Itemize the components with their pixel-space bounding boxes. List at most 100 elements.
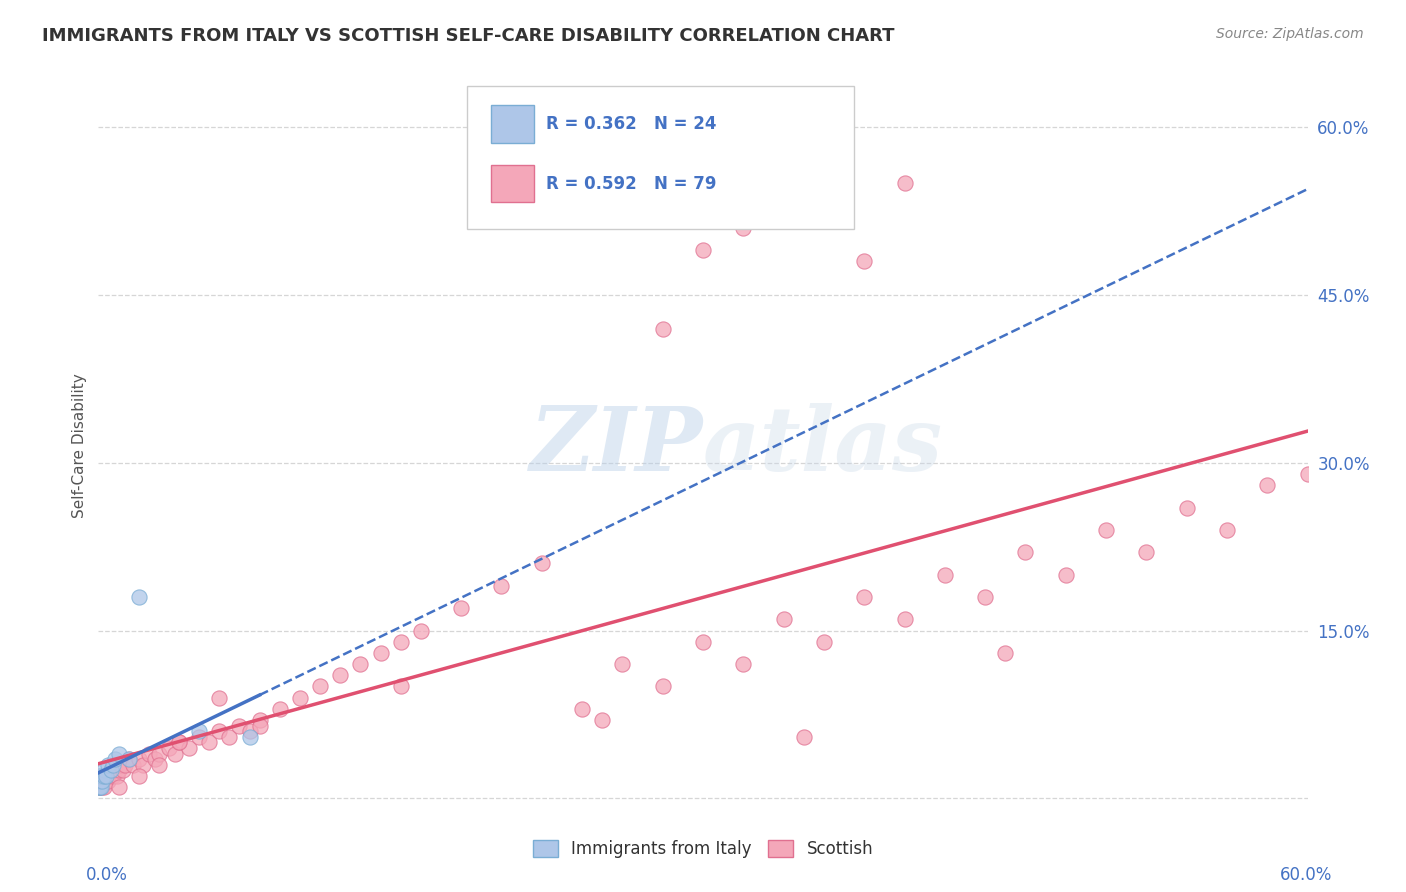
- Point: [733, 221, 755, 235]
- Point: [89, 769, 111, 783]
- Point: [163, 747, 186, 761]
- Point: [96, 769, 118, 783]
- Point: [148, 757, 170, 772]
- Text: Source: ZipAtlas.com: Source: ZipAtlas.com: [1216, 27, 1364, 41]
- Point: [107, 780, 129, 794]
- Point: [110, 757, 132, 772]
- Point: [89, 774, 111, 789]
- Point: [692, 634, 714, 648]
- Point: [105, 769, 128, 783]
- Text: atlas: atlas: [703, 403, 943, 489]
- Point: [651, 680, 673, 694]
- Point: [111, 764, 134, 778]
- Y-axis label: Self-Care Disability: Self-Care Disability: [72, 374, 87, 518]
- Text: IMMIGRANTS FROM ITALY VS SCOTTISH SELF-CARE DISABILITY CORRELATION CHART: IMMIGRANTS FROM ITALY VS SCOTTISH SELF-C…: [42, 27, 894, 45]
- FancyBboxPatch shape: [492, 165, 534, 202]
- Text: R = 0.592   N = 79: R = 0.592 N = 79: [546, 175, 716, 193]
- Point: [853, 254, 876, 268]
- Point: [87, 780, 110, 794]
- Point: [218, 730, 240, 744]
- Point: [100, 764, 122, 778]
- Point: [89, 780, 111, 794]
- Point: [128, 769, 150, 783]
- Point: [612, 657, 634, 671]
- Point: [157, 741, 180, 756]
- Point: [1135, 545, 1157, 559]
- Point: [389, 634, 412, 648]
- Point: [97, 757, 120, 772]
- Point: [167, 735, 190, 749]
- Point: [1175, 500, 1198, 515]
- Point: [733, 657, 755, 671]
- Point: [128, 590, 150, 604]
- Point: [491, 579, 513, 593]
- FancyBboxPatch shape: [492, 105, 534, 143]
- Point: [101, 757, 124, 772]
- Point: [89, 780, 111, 794]
- Text: ZIP: ZIP: [530, 403, 703, 489]
- Point: [269, 702, 291, 716]
- Point: [91, 780, 114, 794]
- Point: [239, 730, 262, 744]
- Point: [772, 612, 794, 626]
- Point: [692, 244, 714, 258]
- Point: [90, 769, 112, 783]
- Point: [409, 624, 432, 638]
- Point: [89, 769, 111, 783]
- Point: [450, 601, 472, 615]
- Point: [121, 757, 143, 772]
- Point: [96, 769, 118, 783]
- Point: [91, 769, 114, 783]
- Point: [97, 774, 120, 789]
- Legend: Immigrants from Italy, Scottish: Immigrants from Italy, Scottish: [526, 833, 880, 864]
- Point: [89, 774, 111, 789]
- Point: [91, 774, 114, 789]
- Point: [208, 724, 231, 739]
- Point: [853, 590, 876, 604]
- Point: [228, 718, 250, 732]
- Point: [91, 774, 114, 789]
- Text: R = 0.362   N = 24: R = 0.362 N = 24: [546, 115, 716, 133]
- Point: [249, 713, 271, 727]
- Point: [329, 668, 352, 682]
- Point: [118, 752, 141, 766]
- Point: [93, 769, 115, 783]
- Point: [87, 774, 110, 789]
- Point: [188, 730, 211, 744]
- Point: [103, 752, 125, 766]
- Point: [591, 713, 613, 727]
- Point: [188, 724, 211, 739]
- Point: [118, 752, 141, 766]
- Point: [114, 757, 136, 772]
- Point: [89, 769, 111, 783]
- Point: [208, 690, 231, 705]
- Point: [1014, 545, 1036, 559]
- Point: [1054, 567, 1077, 582]
- Point: [994, 646, 1017, 660]
- Point: [107, 764, 129, 778]
- Point: [813, 634, 835, 648]
- Point: [389, 680, 412, 694]
- Point: [1095, 523, 1118, 537]
- Point: [87, 774, 110, 789]
- Point: [87, 780, 110, 794]
- Point: [138, 747, 160, 761]
- Point: [89, 774, 111, 789]
- Point: [893, 612, 915, 626]
- Text: 60.0%: 60.0%: [1279, 865, 1331, 884]
- Point: [349, 657, 371, 671]
- Point: [793, 730, 815, 744]
- Point: [288, 690, 311, 705]
- Point: [143, 752, 166, 766]
- FancyBboxPatch shape: [467, 87, 855, 228]
- Point: [93, 764, 115, 778]
- Point: [103, 764, 125, 778]
- Point: [239, 724, 262, 739]
- Point: [90, 780, 112, 794]
- Point: [974, 590, 997, 604]
- Point: [1296, 467, 1319, 481]
- Point: [100, 764, 122, 778]
- Point: [571, 702, 593, 716]
- Point: [93, 769, 115, 783]
- Point: [893, 176, 915, 190]
